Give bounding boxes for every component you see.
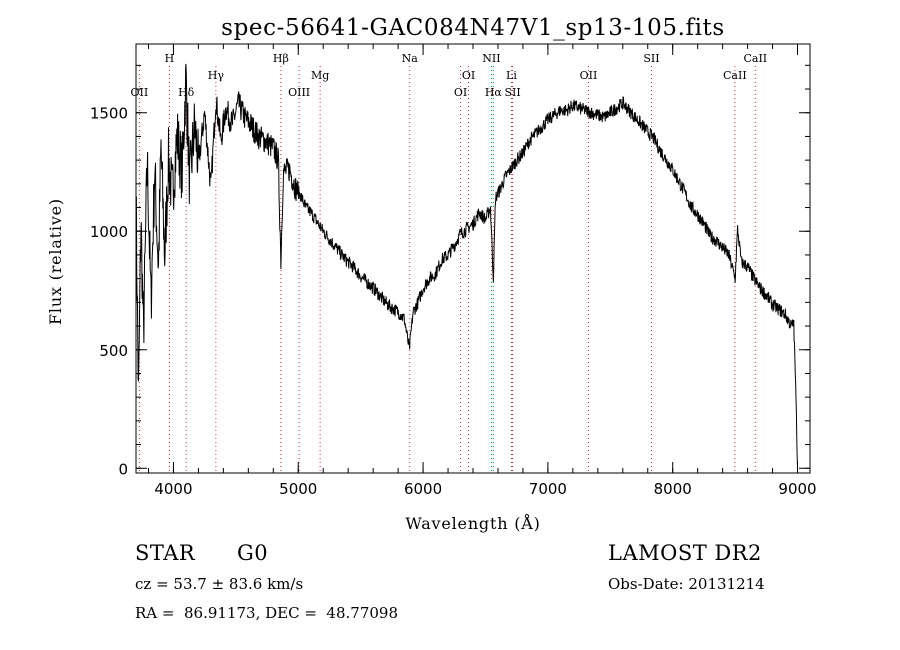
line-marker-label: SII bbox=[504, 86, 520, 99]
plot-frame bbox=[135, 43, 811, 474]
spectrum-chart: 4000 5000 6000 7000 8000 9000050010001500OIIH… bbox=[46, 15, 817, 533]
x-axis-label: Wavelength (Å) bbox=[405, 513, 540, 533]
coordinates-readout: RA = 86.91173, DEC = 48.77098 bbox=[135, 604, 399, 622]
line-marker-label: CaII bbox=[723, 69, 747, 82]
line-marker-label: H bbox=[165, 52, 175, 65]
survey-label: LAMOST DR2 bbox=[608, 541, 762, 565]
x-tick-label: 6000 bbox=[404, 480, 442, 498]
line-marker-label: Hδ bbox=[178, 86, 195, 99]
y-axis-label: Flux (relative) bbox=[46, 198, 65, 325]
line-marker-label: OIII bbox=[288, 86, 310, 99]
object-class: STAR bbox=[135, 541, 196, 565]
x-tick-label: 5000 bbox=[279, 480, 317, 498]
line-marker-label: Hβ bbox=[273, 52, 289, 65]
y-tick-label: 500 bbox=[99, 342, 128, 360]
object-subclass: G0 bbox=[237, 541, 269, 565]
line-marker-label: Na bbox=[402, 52, 419, 65]
x-tick-label: 7000 bbox=[529, 480, 567, 498]
x-tick-label: 8000 bbox=[654, 480, 692, 498]
line-marker-label: Hα bbox=[485, 86, 503, 99]
line-marker-label: Mg bbox=[311, 69, 329, 82]
line-marker-label: OI bbox=[462, 69, 475, 82]
line-marker-label: CaII bbox=[743, 52, 767, 65]
spectrum-line bbox=[135, 63, 798, 466]
line-marker-label: Li bbox=[506, 69, 517, 82]
line-marker-label: OI bbox=[454, 86, 467, 99]
x-tick-label: 9000 bbox=[778, 480, 816, 498]
y-tick-label: 0 bbox=[118, 460, 128, 478]
y-tick-label: 1500 bbox=[90, 105, 128, 123]
velocity-readout: cz = 53.7 ± 83.6 km/s bbox=[135, 575, 304, 593]
line-marker-label: OII bbox=[131, 86, 149, 99]
line-marker-label: Hγ bbox=[208, 69, 225, 82]
line-marker-label: NII bbox=[482, 52, 500, 65]
line-marker-label: OII bbox=[580, 69, 598, 82]
obs-date: Obs-Date: 20131214 bbox=[608, 575, 765, 593]
y-tick-label: 1000 bbox=[90, 223, 128, 241]
line-marker-label: SII bbox=[643, 52, 659, 65]
x-tick-label: 4000 bbox=[154, 480, 192, 498]
chart-title: spec-56641-GAC084N47V1_sp13-105.fits bbox=[221, 15, 725, 41]
